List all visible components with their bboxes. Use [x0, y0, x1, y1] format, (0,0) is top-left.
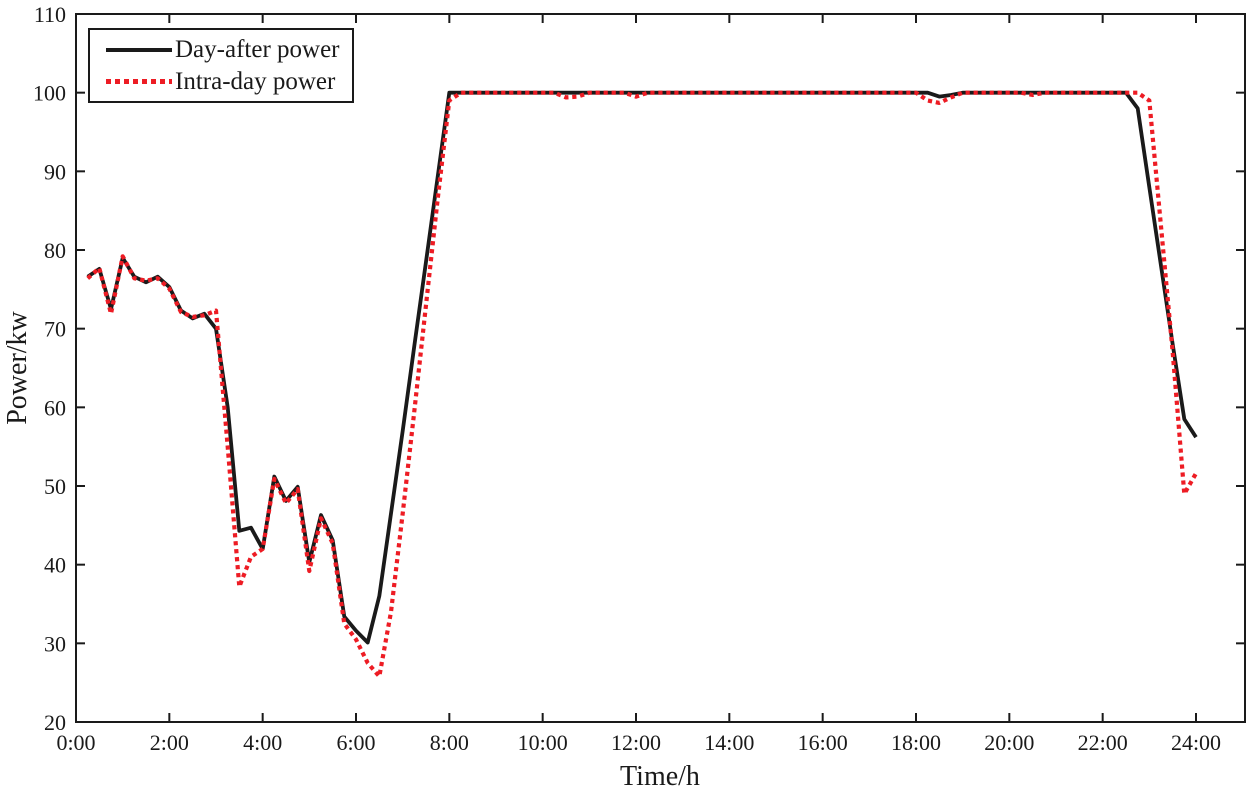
series-line-intra-day: [86, 90, 1198, 679]
legend-entry-day-after: Day-after power: [106, 35, 340, 64]
y-tick-label: 20: [44, 710, 66, 735]
x-tick-label: 16:00: [798, 730, 848, 755]
day-after-line-sample-icon: [106, 47, 172, 52]
legend-entry-intra-day: Intra-day power: [106, 67, 340, 96]
y-tick-label: 40: [44, 553, 66, 578]
x-tick-label: 12:00: [611, 730, 661, 755]
x-tick-label: 10:00: [518, 730, 568, 755]
x-tick-label: 14:00: [704, 730, 754, 755]
y-tick-label: 90: [44, 159, 66, 184]
y-tick-label: 80: [44, 238, 66, 263]
x-tick-label: 4:00: [243, 730, 282, 755]
plot-border: [75, 13, 1246, 723]
y-tick-label: 50: [44, 474, 66, 499]
legend-label-day-after: Day-after power: [175, 36, 340, 63]
x-axis-label: Time/h: [620, 761, 700, 792]
chart-legend: Day-after power Intra-day power: [88, 28, 354, 103]
x-tick-label: 8:00: [430, 730, 469, 755]
x-tick-label: 20:00: [984, 730, 1034, 755]
y-tick-label: 100: [33, 81, 66, 106]
x-tick-label: 22:00: [1078, 730, 1128, 755]
x-tick-label: 2:00: [150, 730, 189, 755]
y-tick-label: 60: [44, 395, 66, 420]
series-line-day-after: [86, 90, 1198, 645]
y-tick-label: 70: [44, 317, 66, 342]
y-tick-label: 30: [44, 631, 66, 656]
y-axis-label: Power/kw: [2, 310, 33, 424]
y-tick-label: 110: [34, 2, 66, 27]
x-tick-label: 0:00: [56, 730, 95, 755]
x-tick-label: 18:00: [891, 730, 941, 755]
intra-day-line-sample-icon: [106, 79, 172, 84]
x-tick-label: 6:00: [336, 730, 375, 755]
x-tick-label: 24:00: [1171, 730, 1221, 755]
legend-label-intra-day: Intra-day power: [175, 68, 336, 95]
